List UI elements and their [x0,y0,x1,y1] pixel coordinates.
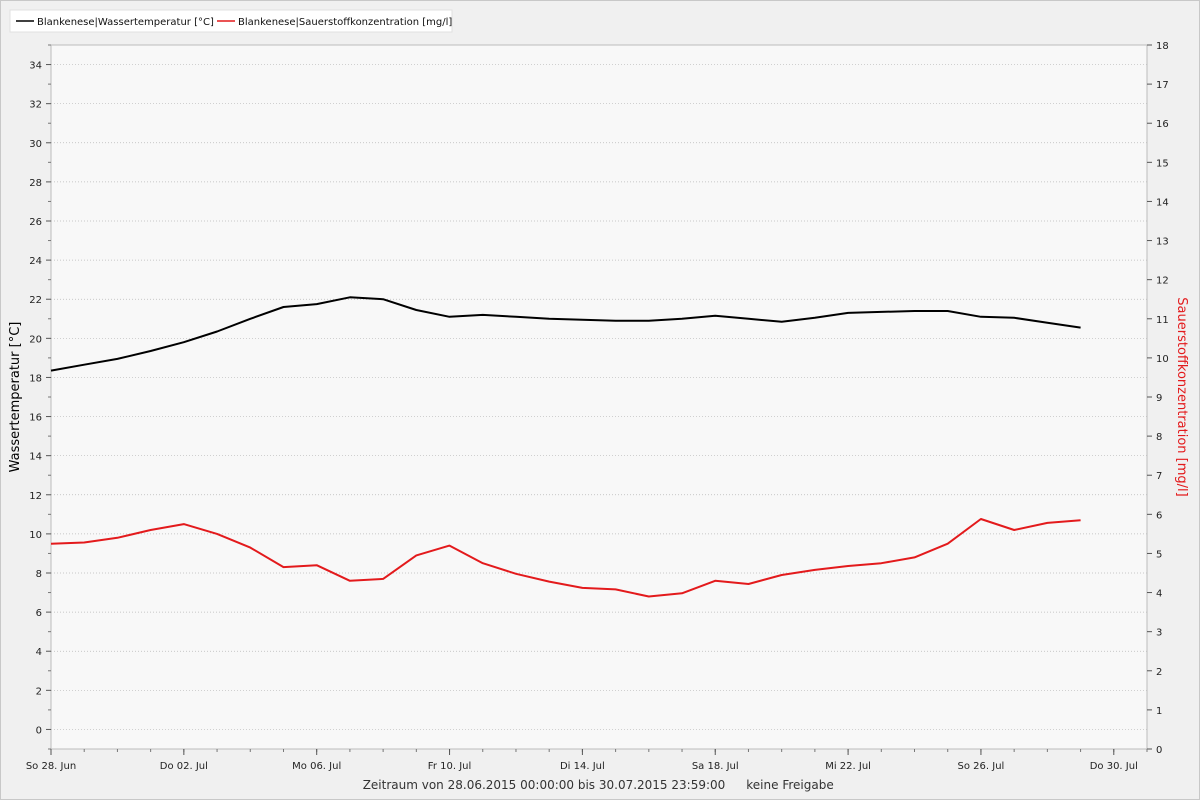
right-tick-label-3: 3 [1156,628,1162,639]
right-tick-label-2: 2 [1156,667,1162,678]
left-tick-label-13: 26 [29,217,42,228]
left-tick-label-9: 18 [29,373,42,384]
right-tick-label-16: 16 [1156,119,1169,130]
legend: Blankenese|Wassertemperatur [°C] Blanken… [9,9,453,33]
left-tick-label-2: 4 [36,647,42,658]
right-tick-label-18: 18 [1156,41,1169,52]
x-tick-label-6: Mi 22. Jul [825,761,871,772]
right-tick-label-4: 4 [1156,589,1162,600]
plot-area [50,44,1148,750]
left-tick-label-1: 2 [36,686,42,697]
left-tick-label-0: 0 [36,725,42,736]
right-tick-label-8: 8 [1156,432,1162,443]
left-tick-label-15: 30 [29,139,42,150]
x-tick-label-2: Mo 06. Jul [292,761,341,772]
left-tick-label-5: 10 [29,530,42,541]
right-tick-label-17: 17 [1156,80,1169,91]
right-tick-label-13: 13 [1156,237,1169,248]
right-tick-label-9: 9 [1156,393,1162,404]
left-tick-label-12: 24 [29,256,42,267]
left-tick-label-11: 22 [29,295,42,306]
series-lines [50,296,1081,598]
x-tick-label-0: So 28. Jun [26,761,76,772]
x-tick-label-8: Do 30. Jul [1090,761,1138,772]
x-tick-label-1: Do 02. Jul [160,761,208,772]
right-tick-label-1: 1 [1156,706,1162,717]
footer-freigabe: keine Freigabe [746,778,833,792]
footer-zeitraum: Zeitraum von 28.06.2015 00:00:00 bis 30.… [363,778,726,792]
x-tick-label-3: Fr 10. Jul [428,761,471,772]
right-axis-title: Sauerstoffkonzentration [mg/l] [1174,297,1189,496]
left-tick-label-16: 32 [29,100,42,111]
legend-label-temperature: Blankenese|Wassertemperatur [°C] [37,17,214,28]
left-axis-title: Wassertemperatur [°C] [8,322,23,473]
x-tick-label-5: Sa 18. Jul [692,761,739,772]
right-tick-label-5: 5 [1156,549,1162,560]
series-line-wassertemperatur [50,296,1081,372]
left-tick-label-4: 8 [36,569,42,580]
legend-label-oxygen: Blankenese|Sauerstoffkonzentration [mg/l… [238,17,452,28]
x-tick-label-4: Di 14. Jul [560,761,605,772]
right-tick-label-11: 11 [1156,315,1169,326]
right-tick-label-12: 12 [1156,276,1169,287]
left-tick-label-17: 34 [29,61,42,72]
left-tick-label-8: 16 [29,413,42,424]
series-line-sauerstoff [50,518,1081,598]
left-tick-label-10: 20 [29,334,42,345]
x-axis: So 28. Jun Do 02. Jul Mo 06. Jul Fr 10. Jul… [26,749,1148,772]
left-tick-label-6: 12 [29,491,42,502]
right-tick-label-7: 7 [1156,471,1162,482]
x-tick-label-7: So 26. Jul [958,761,1005,772]
left-tick-label-14: 28 [29,178,42,189]
right-tick-label-6: 6 [1156,510,1162,521]
right-tick-label-14: 14 [1156,197,1169,208]
left-tick-label-3: 6 [36,608,42,619]
right-tick-label-0: 0 [1156,745,1162,756]
right-tick-label-10: 10 [1156,354,1169,365]
left-tick-label-7: 14 [29,452,42,463]
right-tick-label-15: 15 [1156,158,1169,169]
